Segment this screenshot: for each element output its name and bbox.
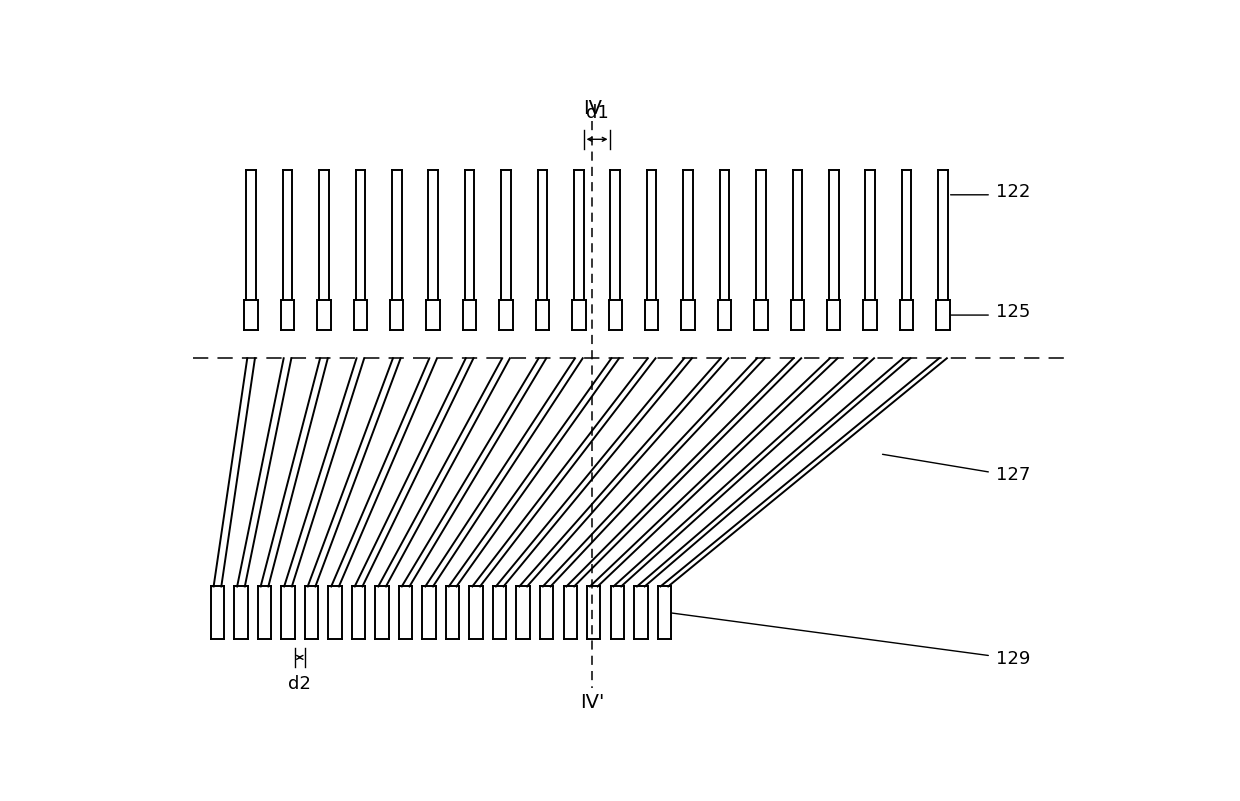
Text: IV': IV' <box>580 693 604 712</box>
Text: 129: 129 <box>996 650 1030 668</box>
Text: d2: d2 <box>289 674 311 693</box>
Text: 122: 122 <box>996 183 1030 201</box>
Text: IV: IV <box>583 99 601 118</box>
Text: 127: 127 <box>996 466 1030 485</box>
Text: d1: d1 <box>585 104 609 122</box>
Text: 125: 125 <box>996 303 1030 321</box>
